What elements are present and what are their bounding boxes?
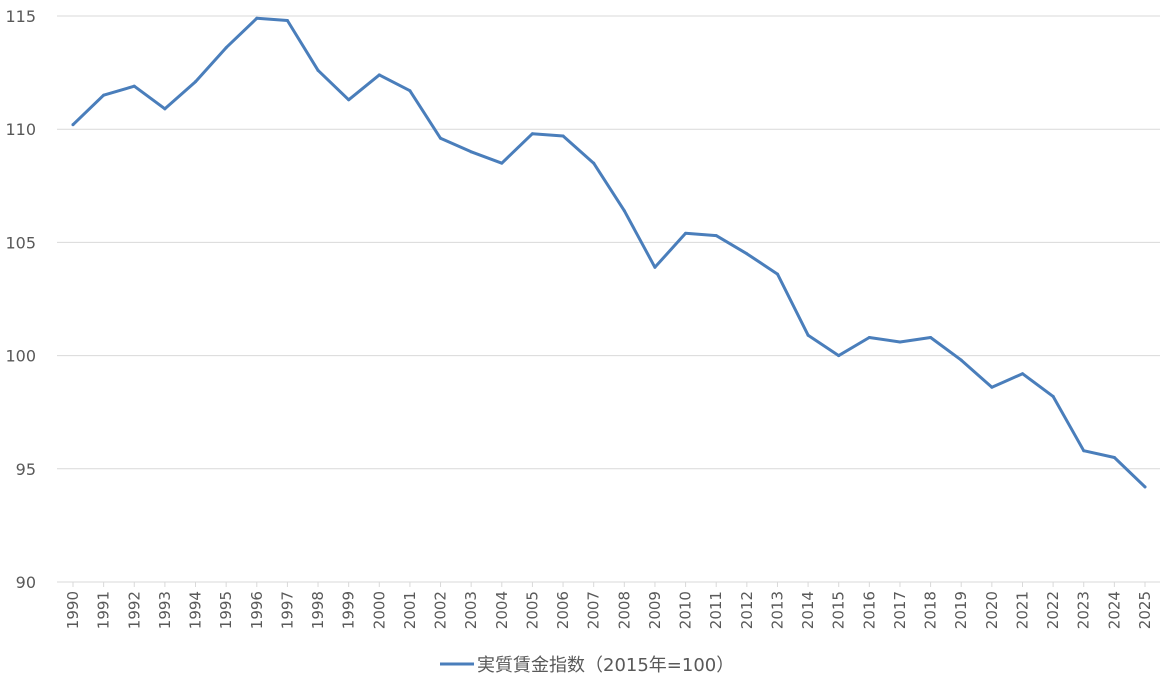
x-tick-label: 2024 <box>1105 591 1123 629</box>
data-point <box>592 161 596 165</box>
x-tick-label: 1990 <box>64 591 82 629</box>
data-point <box>806 333 810 337</box>
x-tick-label: 2022 <box>1044 591 1062 629</box>
y-tick-label: 105 <box>5 233 36 252</box>
data-point <box>990 385 994 389</box>
y-tick-label: 110 <box>5 120 36 139</box>
x-tick-label: 2000 <box>370 591 388 629</box>
data-point <box>530 132 534 136</box>
x-tick-label: 2019 <box>952 591 970 629</box>
data-point <box>745 252 749 256</box>
x-tick-label: 2003 <box>462 591 480 629</box>
data-point <box>132 84 136 88</box>
data-point <box>867 335 871 339</box>
data-point <box>1112 455 1116 459</box>
data-point <box>1051 394 1055 398</box>
data-point <box>408 89 412 93</box>
data-point <box>255 16 259 20</box>
data-point <box>316 68 320 72</box>
x-tick-label: 1992 <box>125 591 143 629</box>
data-point <box>500 161 504 165</box>
data-point <box>102 93 106 97</box>
data-point <box>561 134 565 138</box>
x-tick-label: 2007 <box>585 591 603 629</box>
x-tick-label: 2009 <box>646 591 664 629</box>
x-tick-label: 1994 <box>187 591 205 629</box>
series-line <box>71 16 1147 489</box>
data-point <box>714 234 718 238</box>
y-axis: 90 95 100 105 110 115 <box>5 7 36 592</box>
x-tick-label: 1998 <box>309 591 327 629</box>
data-point <box>622 209 626 213</box>
x-tick-label: 2004 <box>493 591 511 629</box>
x-tick-label: 2013 <box>768 591 786 629</box>
data-point <box>1082 449 1086 453</box>
x-tick-label: 2011 <box>707 591 725 629</box>
gridlines <box>57 15 1160 470</box>
data-point <box>684 231 688 235</box>
y-tick-label: 100 <box>5 347 36 366</box>
data-point <box>775 272 779 276</box>
series-layer <box>71 16 1147 489</box>
x-tick-label: 2016 <box>860 591 878 629</box>
x-tick-label: 2021 <box>1013 591 1031 629</box>
legend-label: 実質賃金指数（2015年=100） <box>477 655 734 676</box>
x-tick-label: 2015 <box>830 591 848 629</box>
x-tick-label: 2012 <box>738 591 756 629</box>
x-tick-label: 1999 <box>340 591 358 629</box>
y-tick-label: 115 <box>5 7 36 26</box>
data-point <box>1143 485 1147 489</box>
x-tick-label: 2017 <box>891 591 909 629</box>
data-point <box>653 265 657 269</box>
data-point <box>1020 372 1024 376</box>
data-point <box>898 340 902 344</box>
x-tick-label: 2006 <box>554 591 572 629</box>
y-tick-label: 95 <box>16 460 36 479</box>
data-point <box>194 80 198 84</box>
x-tick-label: 1991 <box>95 591 113 629</box>
x-tick-label: 2010 <box>677 591 695 629</box>
x-tick-label: 2025 <box>1136 591 1154 629</box>
data-point <box>929 335 933 339</box>
x-axis: 1990 1991 1992 1993 1994 1995 1996 1997 1998 1999… <box>64 582 1154 629</box>
data-point <box>377 73 381 77</box>
x-tick-label: 2001 <box>401 591 419 629</box>
x-tick-label: 2020 <box>983 591 1001 629</box>
data-point <box>959 358 963 362</box>
x-tick-label: 2018 <box>922 591 940 629</box>
data-point <box>347 98 351 102</box>
data-point <box>224 46 228 50</box>
y-tick-label: 90 <box>16 573 36 592</box>
x-tick-label: 1996 <box>248 591 266 629</box>
x-tick-label: 2002 <box>432 591 450 629</box>
data-point <box>837 354 841 358</box>
data-point <box>439 136 443 140</box>
x-tick-label: 2005 <box>523 591 541 629</box>
data-point <box>285 19 289 23</box>
x-tick-label: 2008 <box>615 591 633 629</box>
data-point <box>469 150 473 154</box>
data-point <box>71 123 75 127</box>
x-tick-label: 2023 <box>1075 591 1093 629</box>
x-tick-label: 1997 <box>278 591 296 629</box>
data-point <box>163 107 167 111</box>
x-tick-label: 1995 <box>217 591 235 629</box>
x-tick-label: 1993 <box>156 591 174 629</box>
legend: 実質賃金指数（2015年=100） <box>440 655 734 676</box>
x-tick-label: 2014 <box>799 591 817 629</box>
